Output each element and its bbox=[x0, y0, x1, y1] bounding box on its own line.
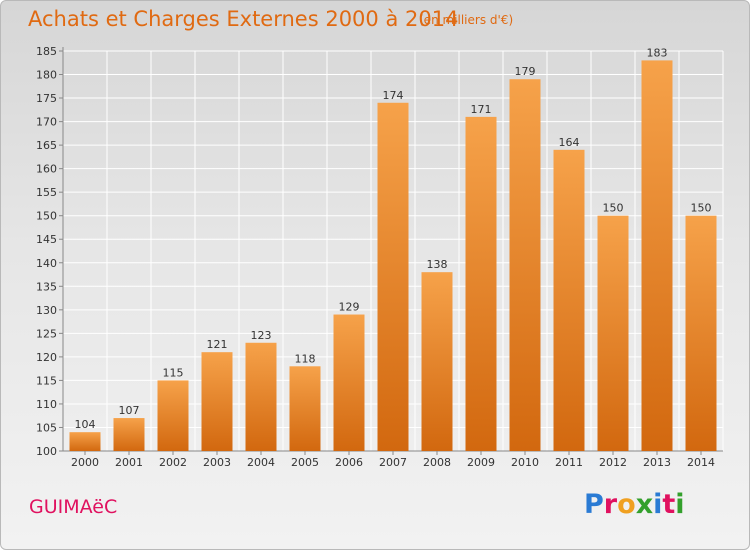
bar-2001 bbox=[113, 418, 145, 451]
bar-2004 bbox=[245, 342, 277, 451]
x-tick-label: 2007 bbox=[379, 456, 407, 469]
x-tick-label: 2012 bbox=[599, 456, 627, 469]
y-tick-label: 100 bbox=[36, 445, 57, 458]
logo-letter: o bbox=[617, 489, 636, 520]
y-tick-label: 185 bbox=[36, 45, 57, 58]
bar-2006 bbox=[333, 314, 365, 451]
bar-2009 bbox=[465, 116, 497, 451]
bar-2002 bbox=[157, 380, 189, 451]
y-tick-label: 165 bbox=[36, 139, 57, 152]
value-label: 174 bbox=[383, 89, 404, 102]
y-tick-label: 180 bbox=[36, 69, 57, 82]
bar-2011 bbox=[553, 149, 585, 451]
value-label: 107 bbox=[119, 404, 140, 417]
value-label: 150 bbox=[691, 202, 712, 215]
bar-2000 bbox=[69, 432, 101, 451]
x-tick-label: 2004 bbox=[247, 456, 275, 469]
proxiti-logo[interactable]: Proxiti bbox=[584, 489, 685, 520]
bar-2008 bbox=[421, 272, 453, 451]
y-tick-label: 110 bbox=[36, 398, 57, 411]
logo-letter: i bbox=[653, 489, 663, 520]
x-tick-label: 2002 bbox=[159, 456, 187, 469]
x-tick-label: 2006 bbox=[335, 456, 363, 469]
logo-letter: i bbox=[675, 489, 685, 520]
y-tick-label: 135 bbox=[36, 280, 57, 293]
bars bbox=[69, 60, 717, 451]
y-tick-label: 120 bbox=[36, 351, 57, 364]
y-tick-label: 145 bbox=[36, 233, 57, 246]
value-label: 138 bbox=[427, 258, 448, 271]
y-tick-label: 105 bbox=[36, 421, 57, 434]
x-tick-label: 2003 bbox=[203, 456, 231, 469]
town-name: GUIMAëC bbox=[29, 496, 118, 518]
y-tick-label: 115 bbox=[36, 374, 57, 387]
x-tick-label: 2000 bbox=[71, 456, 99, 469]
bar-2012 bbox=[597, 215, 629, 451]
y-tick-label: 125 bbox=[36, 327, 57, 340]
y-tick-label: 160 bbox=[36, 163, 57, 176]
y-tick-label: 140 bbox=[36, 257, 57, 270]
logo-letter: t bbox=[662, 489, 676, 520]
bar-2003 bbox=[201, 352, 233, 451]
value-label: 183 bbox=[647, 46, 668, 59]
bar-2007 bbox=[377, 102, 409, 451]
value-label: 121 bbox=[207, 338, 228, 351]
x-tick-label: 2014 bbox=[687, 456, 715, 469]
y-tick-label: 170 bbox=[36, 116, 57, 129]
x-tick-label: 2005 bbox=[291, 456, 319, 469]
y-tick-label: 175 bbox=[36, 92, 57, 105]
logo-letter: x bbox=[635, 489, 654, 520]
value-label: 171 bbox=[471, 103, 492, 116]
bar-2005 bbox=[289, 366, 321, 451]
value-label: 129 bbox=[339, 301, 360, 314]
value-label: 164 bbox=[559, 136, 580, 149]
value-label: 150 bbox=[603, 202, 624, 215]
bar-2010 bbox=[509, 79, 541, 451]
value-label: 123 bbox=[251, 329, 272, 342]
bar-2014 bbox=[685, 215, 717, 451]
value-label: 118 bbox=[295, 352, 316, 365]
y-tick-label: 155 bbox=[36, 186, 57, 199]
x-tick-label: 2010 bbox=[511, 456, 539, 469]
x-tick-label: 2009 bbox=[467, 456, 495, 469]
value-label: 115 bbox=[163, 366, 184, 379]
x-tick-label: 2011 bbox=[555, 456, 583, 469]
logo-letter: P bbox=[584, 489, 604, 520]
bar-2013 bbox=[641, 60, 673, 451]
x-tick-label: 2001 bbox=[115, 456, 143, 469]
y-tick-label: 150 bbox=[36, 210, 57, 223]
labels: 100 105 110 115 120 125 130 135 140 145 150 155 160 1… bbox=[36, 45, 715, 469]
value-label: 179 bbox=[515, 65, 536, 78]
x-tick-label: 2013 bbox=[643, 456, 671, 469]
x-tick-label: 2008 bbox=[423, 456, 451, 469]
logo-letter: r bbox=[603, 489, 618, 520]
chart-unit: (en milliers d'€) bbox=[419, 13, 514, 27]
value-label: 104 bbox=[75, 418, 96, 431]
chart-title: Achats et Charges Externes 2000 à 2014 bbox=[28, 7, 459, 31]
y-tick-label: 130 bbox=[36, 304, 57, 317]
